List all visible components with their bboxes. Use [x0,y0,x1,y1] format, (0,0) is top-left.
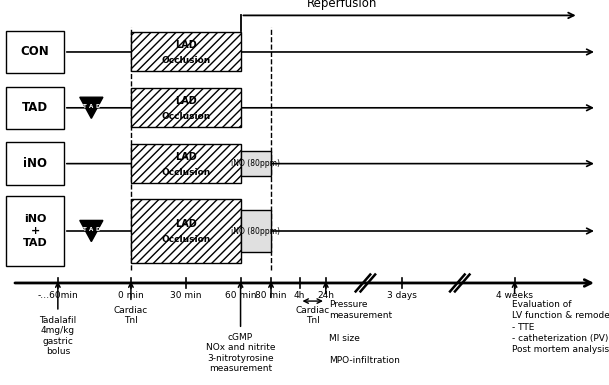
Bar [6,31,64,73]
Polygon shape [80,97,103,119]
Text: A: A [90,104,93,109]
Bar [131,88,241,127]
Text: TAD: TAD [22,101,48,114]
Bar [241,151,271,176]
Bar [131,32,241,72]
Text: Tadalafil
4mg/kg
gastric
bolus: Tadalafil 4mg/kg gastric bolus [39,316,77,356]
Text: Cardiac
TnI: Cardiac TnI [114,306,148,325]
Text: Occlusion: Occlusion [161,235,210,244]
Text: -…60min: -…60min [38,291,78,300]
Text: Occlusion: Occlusion [161,112,210,121]
Text: 4 weeks: 4 weeks [496,291,533,300]
Text: T: T [83,227,86,232]
Text: LAD: LAD [175,40,197,50]
Text: 60 min: 60 min [225,291,256,300]
Text: 30 min: 30 min [170,291,202,300]
Bar [6,142,64,185]
Text: 80 min: 80 min [255,291,287,300]
Text: Cardiac
TnI: Cardiac TnI [295,306,330,325]
Text: iNO: iNO [23,157,47,170]
Text: cGMP
NOx and nitrite
3-nitrotyrosine
measurement: cGMP NOx and nitrite 3-nitrotyrosine mea… [206,333,275,373]
Text: Occlusion: Occlusion [161,56,210,65]
Text: 3 days: 3 days [387,291,417,300]
Text: Occlusion: Occlusion [161,167,210,177]
Text: iNO (80ppm): iNO (80ppm) [231,159,280,168]
Text: T: T [83,104,86,109]
Text: iNO (80ppm): iNO (80ppm) [231,226,280,236]
Text: LAD: LAD [175,219,197,229]
Text: Evaluation of
LV function & remodeling
- TTE
- catheterization (PV)
Post mortem : Evaluation of LV function & remodeling -… [512,300,609,354]
Text: iNO
+
TAD: iNO + TAD [23,214,48,248]
Text: 24h: 24h [317,291,334,300]
Text: Reperfusion: Reperfusion [307,0,377,10]
Text: 4h: 4h [294,291,305,300]
Text: LAD: LAD [175,152,197,162]
Polygon shape [80,220,103,242]
Text: A: A [90,227,93,232]
Text: CON: CON [21,45,49,59]
Bar [6,87,64,129]
Text: 0 min: 0 min [118,291,144,300]
Text: D: D [96,227,100,232]
Bar [241,210,271,252]
Bar [131,144,241,183]
Text: Pressure
measurement

MI size

MPO-infiltration: Pressure measurement MI size MPO-infiltr… [329,300,400,365]
Text: LAD: LAD [175,96,197,106]
Bar [131,199,241,263]
Bar [6,196,64,266]
Text: D: D [96,104,100,109]
